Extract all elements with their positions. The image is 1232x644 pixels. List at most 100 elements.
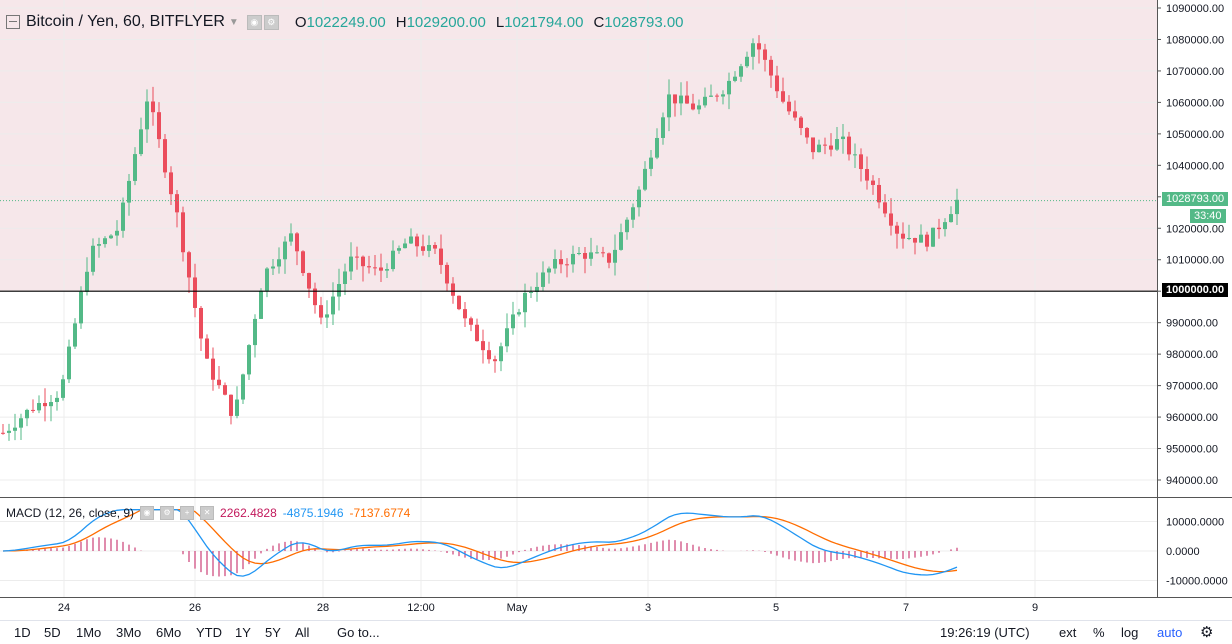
percent-toggle[interactable]: % [1093, 625, 1105, 640]
candle-body [577, 253, 581, 255]
candle-body [331, 296, 335, 315]
candle-body [487, 350, 491, 360]
range-1d-button[interactable]: 1D [14, 625, 31, 640]
candle-body [313, 288, 317, 306]
candle-body [181, 212, 185, 253]
macd-hist-value: 2262.4828 [220, 506, 277, 520]
candle-body [763, 49, 767, 60]
candle-body [265, 268, 269, 291]
range-1y-button[interactable]: 1Y [235, 625, 251, 640]
candle-body [85, 271, 89, 292]
candle-body [211, 358, 215, 380]
gear-icon[interactable]: ⚙ [160, 506, 175, 520]
candle-body [625, 219, 629, 233]
range-6mo-button[interactable]: 6Mo [156, 625, 182, 640]
ext-toggle[interactable]: ext [1059, 625, 1077, 640]
time-tick-label: 9 [1032, 602, 1038, 614]
auto-toggle[interactable]: auto [1157, 625, 1183, 640]
candle-body [19, 418, 23, 428]
macd-axis[interactable]: 10000.0000 0.0000 -10000.0000 [1166, 517, 1228, 588]
candle-body [919, 234, 923, 243]
symbol-legend: Bitcoin / Yen, 60, BITFLYER ▼ ◉ ⚙ O10222… [6, 10, 684, 34]
candle-body [367, 266, 371, 268]
candle-body [79, 291, 83, 324]
time-tick-label: 5 [773, 602, 779, 614]
candle-body [373, 267, 377, 269]
candle-body [409, 236, 413, 244]
candle-body [385, 269, 389, 271]
eye-icon[interactable]: ◉ [246, 14, 262, 30]
goto-button[interactable]: Go to... [337, 625, 380, 640]
time-tick-label: May [507, 602, 528, 614]
close-icon[interactable]: ✕ [200, 506, 215, 520]
candle-body [223, 385, 227, 395]
price-tick-label: 970000.00 [1166, 381, 1218, 393]
macd-tick-label: 10000.0000 [1166, 517, 1224, 529]
candle-body [697, 105, 701, 110]
candle-body [271, 266, 275, 269]
macd-pane [0, 509, 1157, 581]
price-tick-label: 940000.00 [1166, 475, 1218, 487]
price-tick-label: 1040000.00 [1166, 160, 1224, 172]
last-price-tag: 1028793.00 [1162, 192, 1229, 206]
candle-body [421, 246, 425, 251]
candle-body [301, 251, 305, 274]
candle-body [241, 374, 245, 400]
candle-body [403, 243, 407, 249]
candle-body [397, 248, 401, 251]
candle-body [199, 307, 203, 339]
range-1mo-button[interactable]: 1Mo [76, 625, 102, 640]
plus-icon[interactable]: + [180, 506, 195, 520]
candle-body [307, 273, 311, 289]
candle-body [37, 403, 41, 411]
candle-body [727, 80, 731, 95]
candle-body [721, 94, 725, 97]
symbol-title[interactable]: Bitcoin / Yen, 60, BITFLYER [26, 13, 225, 30]
price-tick-label: 1010000.00 [1166, 255, 1224, 267]
eye-icon[interactable]: ◉ [140, 506, 155, 520]
range-all-button[interactable]: All [295, 625, 310, 640]
candle-body [637, 189, 641, 208]
candle-body [121, 202, 125, 231]
candle-body [565, 264, 569, 266]
macd-title[interactable]: MACD (12, 26, close, 9) [6, 506, 135, 520]
candle-body [679, 95, 683, 104]
range-3mo-button[interactable]: 3Mo [116, 625, 142, 640]
candle-body [673, 94, 677, 104]
candle-body [745, 56, 749, 67]
candle-body [895, 225, 899, 234]
macd-tick-label: 0.0000 [1166, 546, 1200, 558]
candle-body [703, 96, 707, 106]
candle-body [67, 346, 71, 380]
range-ytd-button[interactable]: YTD [196, 625, 222, 640]
candle-body [31, 409, 35, 411]
candle-body [871, 180, 875, 185]
price-tick-label: 1020000.00 [1166, 223, 1224, 235]
gear-icon[interactable]: ⚙ [263, 14, 279, 30]
ohlc-low: L1021794.00 [495, 13, 584, 31]
range-5d-button[interactable]: 5D [44, 625, 61, 640]
candle-body [655, 137, 659, 158]
candle-body [583, 253, 587, 259]
price-tick-label: 990000.00 [1166, 318, 1218, 330]
candle-body [463, 309, 467, 319]
price-axis[interactable]: 1090000.00 1080000.00 1070000.00 1060000.00… [1157, 3, 1224, 487]
range-5y-button[interactable]: 5Y [265, 625, 281, 640]
log-toggle[interactable]: log [1121, 625, 1139, 640]
candle-body [715, 95, 719, 97]
gear-icon[interactable]: ⚙ [1200, 624, 1214, 641]
candle-body [355, 256, 359, 258]
candle-body [439, 248, 443, 265]
candle-body [619, 232, 623, 250]
candle-body [829, 145, 833, 150]
chevron-down-icon[interactable]: ▼ [228, 16, 239, 28]
collapse-icon[interactable] [6, 15, 20, 29]
candle-body [163, 139, 167, 173]
candle-body [295, 233, 299, 252]
candle-body [103, 238, 107, 245]
candle-body [133, 154, 137, 181]
candle-body [571, 253, 575, 265]
candle-body [865, 169, 869, 181]
time-axis[interactable]: 24 26 28 12:00 May 3 5 7 9 [58, 602, 1038, 614]
